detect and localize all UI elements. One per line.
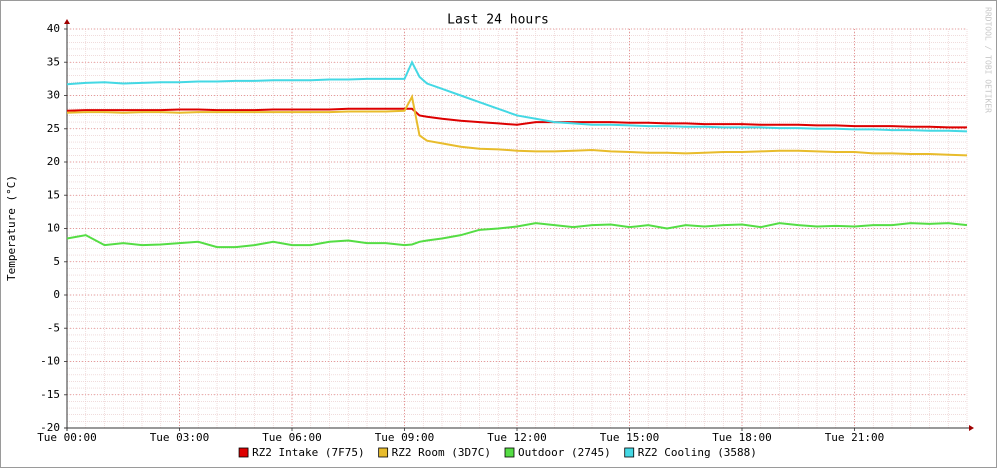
legend-swatch — [504, 447, 515, 458]
y-tick-label: 35 — [47, 55, 60, 68]
series-line — [66, 107, 967, 129]
x-tick-label: Tue 09:00 — [375, 431, 435, 444]
legend-label: Outdoor (2745) — [518, 446, 611, 459]
y-tick-label: 10 — [47, 222, 60, 235]
y-tick-label: -20 — [40, 421, 60, 434]
x-tick-label: Tue 21:00 — [825, 431, 885, 444]
y-tick-label: 0 — [53, 288, 60, 301]
series-line — [66, 222, 968, 249]
legend-label: RZ2 Cooling (3588) — [638, 446, 757, 459]
x-tick-label: Tue 00:00 — [37, 431, 97, 444]
x-tick-label: Tue 06:00 — [262, 431, 322, 444]
axis-arrow — [969, 425, 974, 431]
axis-arrow — [64, 19, 70, 24]
y-tick-label: -15 — [40, 388, 60, 401]
y-tick-label: -10 — [40, 355, 60, 368]
y-axis-label: Temperature (°C) — [5, 175, 18, 281]
legend-swatch — [238, 447, 249, 458]
series-line — [66, 93, 968, 157]
x-tick-label: Tue 12:00 — [487, 431, 547, 444]
legend-swatch — [378, 447, 389, 458]
y-tick-label: 30 — [47, 89, 60, 102]
y-tick-label: -5 — [47, 321, 60, 334]
x-tick-label: Tue 18:00 — [712, 431, 772, 444]
x-tick-label: Tue 15:00 — [600, 431, 660, 444]
chart-title: Last 24 hours — [447, 13, 549, 28]
series-line — [66, 59, 968, 133]
y-tick-label: 20 — [47, 155, 60, 168]
y-tick-label: 5 — [53, 255, 60, 268]
legend-swatch — [624, 447, 635, 458]
y-tick-label: 25 — [47, 122, 60, 135]
y-tick-label: 40 — [47, 22, 60, 35]
y-tick-label: 15 — [47, 188, 60, 201]
x-tick-label: Tue 03:00 — [150, 431, 210, 444]
legend-label: RZ2 Intake (7F75) — [252, 446, 365, 459]
legend-label: RZ2 Room (3D7C) — [392, 446, 491, 459]
watermark: RRDTOOL / TOBI OETIKER — [984, 7, 993, 113]
